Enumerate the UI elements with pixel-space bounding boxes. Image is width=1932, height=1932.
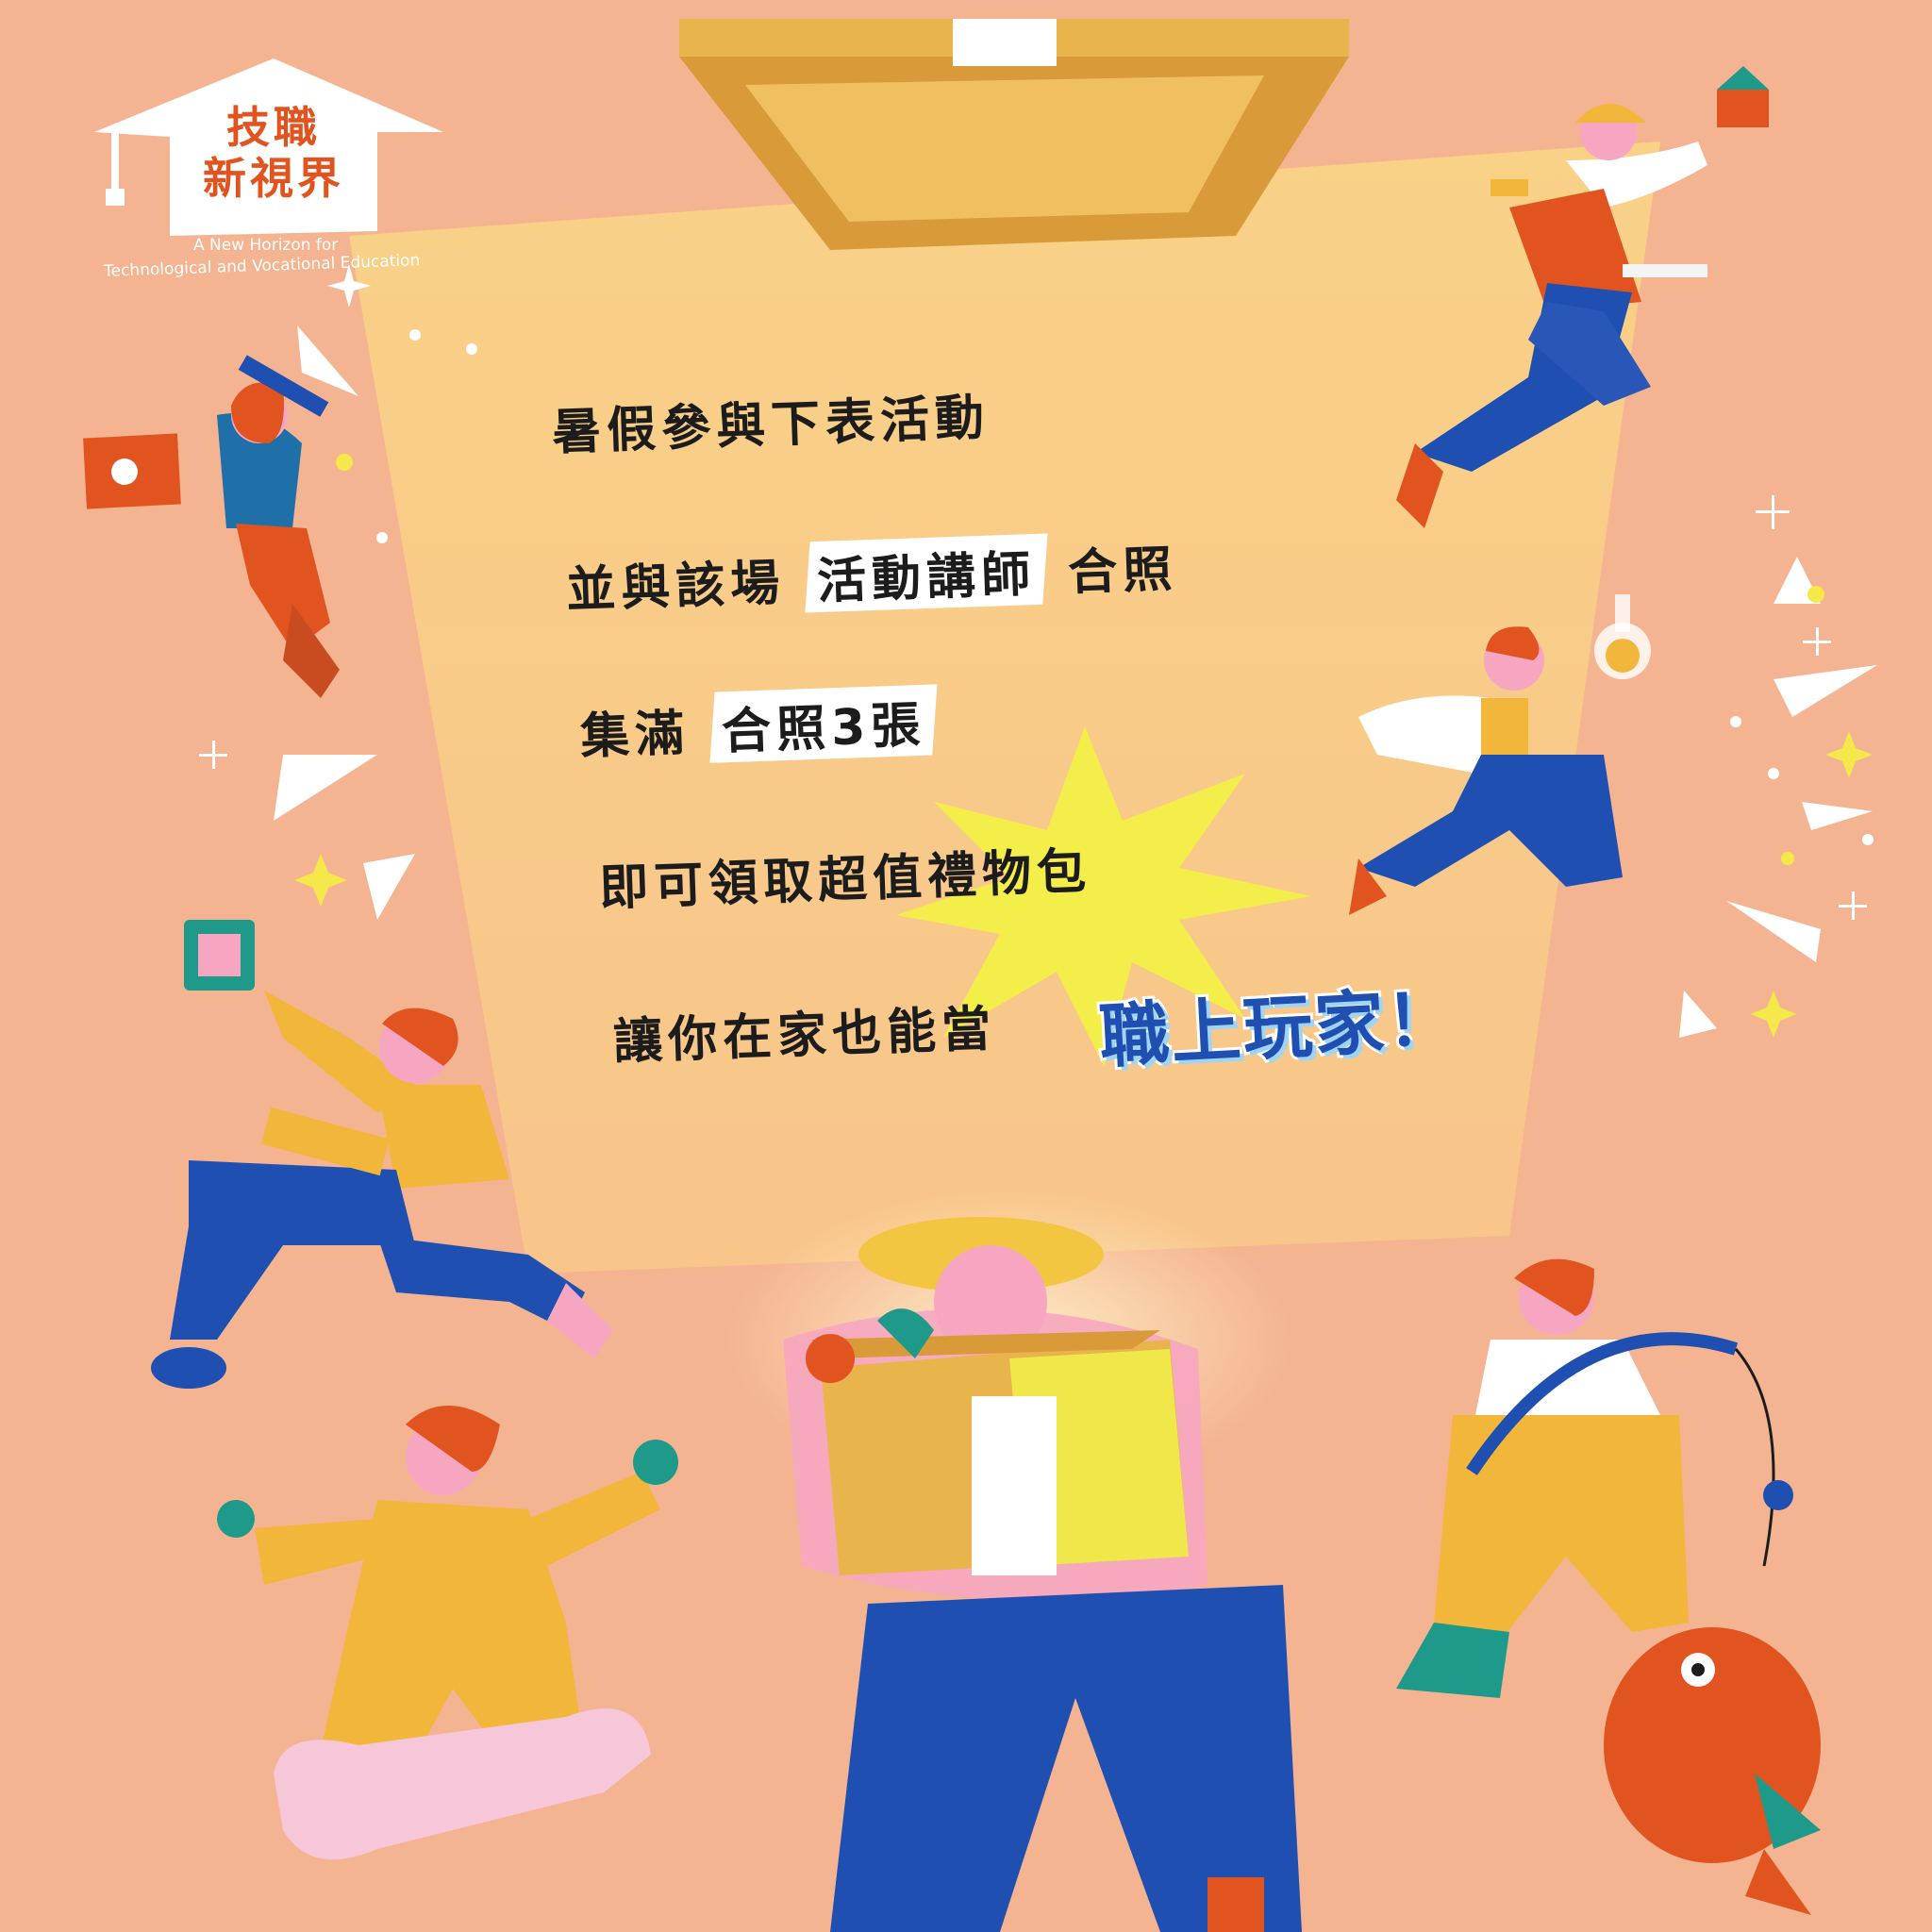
line3-prefix: 集滿 — [579, 705, 691, 766]
logo-mortarboard — [94, 58, 443, 308]
sparkles — [199, 325, 1877, 1038]
line2-prefix: 並與該場 — [565, 555, 787, 620]
line2-highlight: 活動講師 — [805, 533, 1048, 613]
message-line-3: 集滿 合照3張 — [579, 684, 938, 767]
engineer-illustration — [151, 920, 613, 1389]
logo-title: 技職 新視界 — [170, 102, 377, 204]
line2-suffix: 合照 — [1067, 541, 1179, 602]
brand-slogan: 職上玩家！ — [1094, 975, 1462, 1081]
farmer-with-box-illustration — [783, 1217, 1302, 1932]
woman-with-laptop-illustration — [83, 355, 340, 698]
line3-highlight: 合照3張 — [709, 684, 938, 763]
scientist-illustration — [1349, 594, 1651, 915]
logo-subtitle-line1: A New Horizon for — [193, 236, 339, 255]
ceiling-box — [679, 19, 1349, 250]
starburst — [896, 726, 1311, 1066]
mechanic-illustration — [217, 1406, 678, 1860]
construction-worker-illustration — [1396, 66, 1769, 528]
message-line-5: 讓你在家也能當 — [612, 1000, 998, 1072]
logo-title-line1: 技職 — [226, 102, 321, 153]
fisherman-illustration — [1396, 1258, 1821, 1915]
logo-title-line2: 新視界 — [203, 153, 344, 204]
light-beam — [349, 142, 1660, 1274]
